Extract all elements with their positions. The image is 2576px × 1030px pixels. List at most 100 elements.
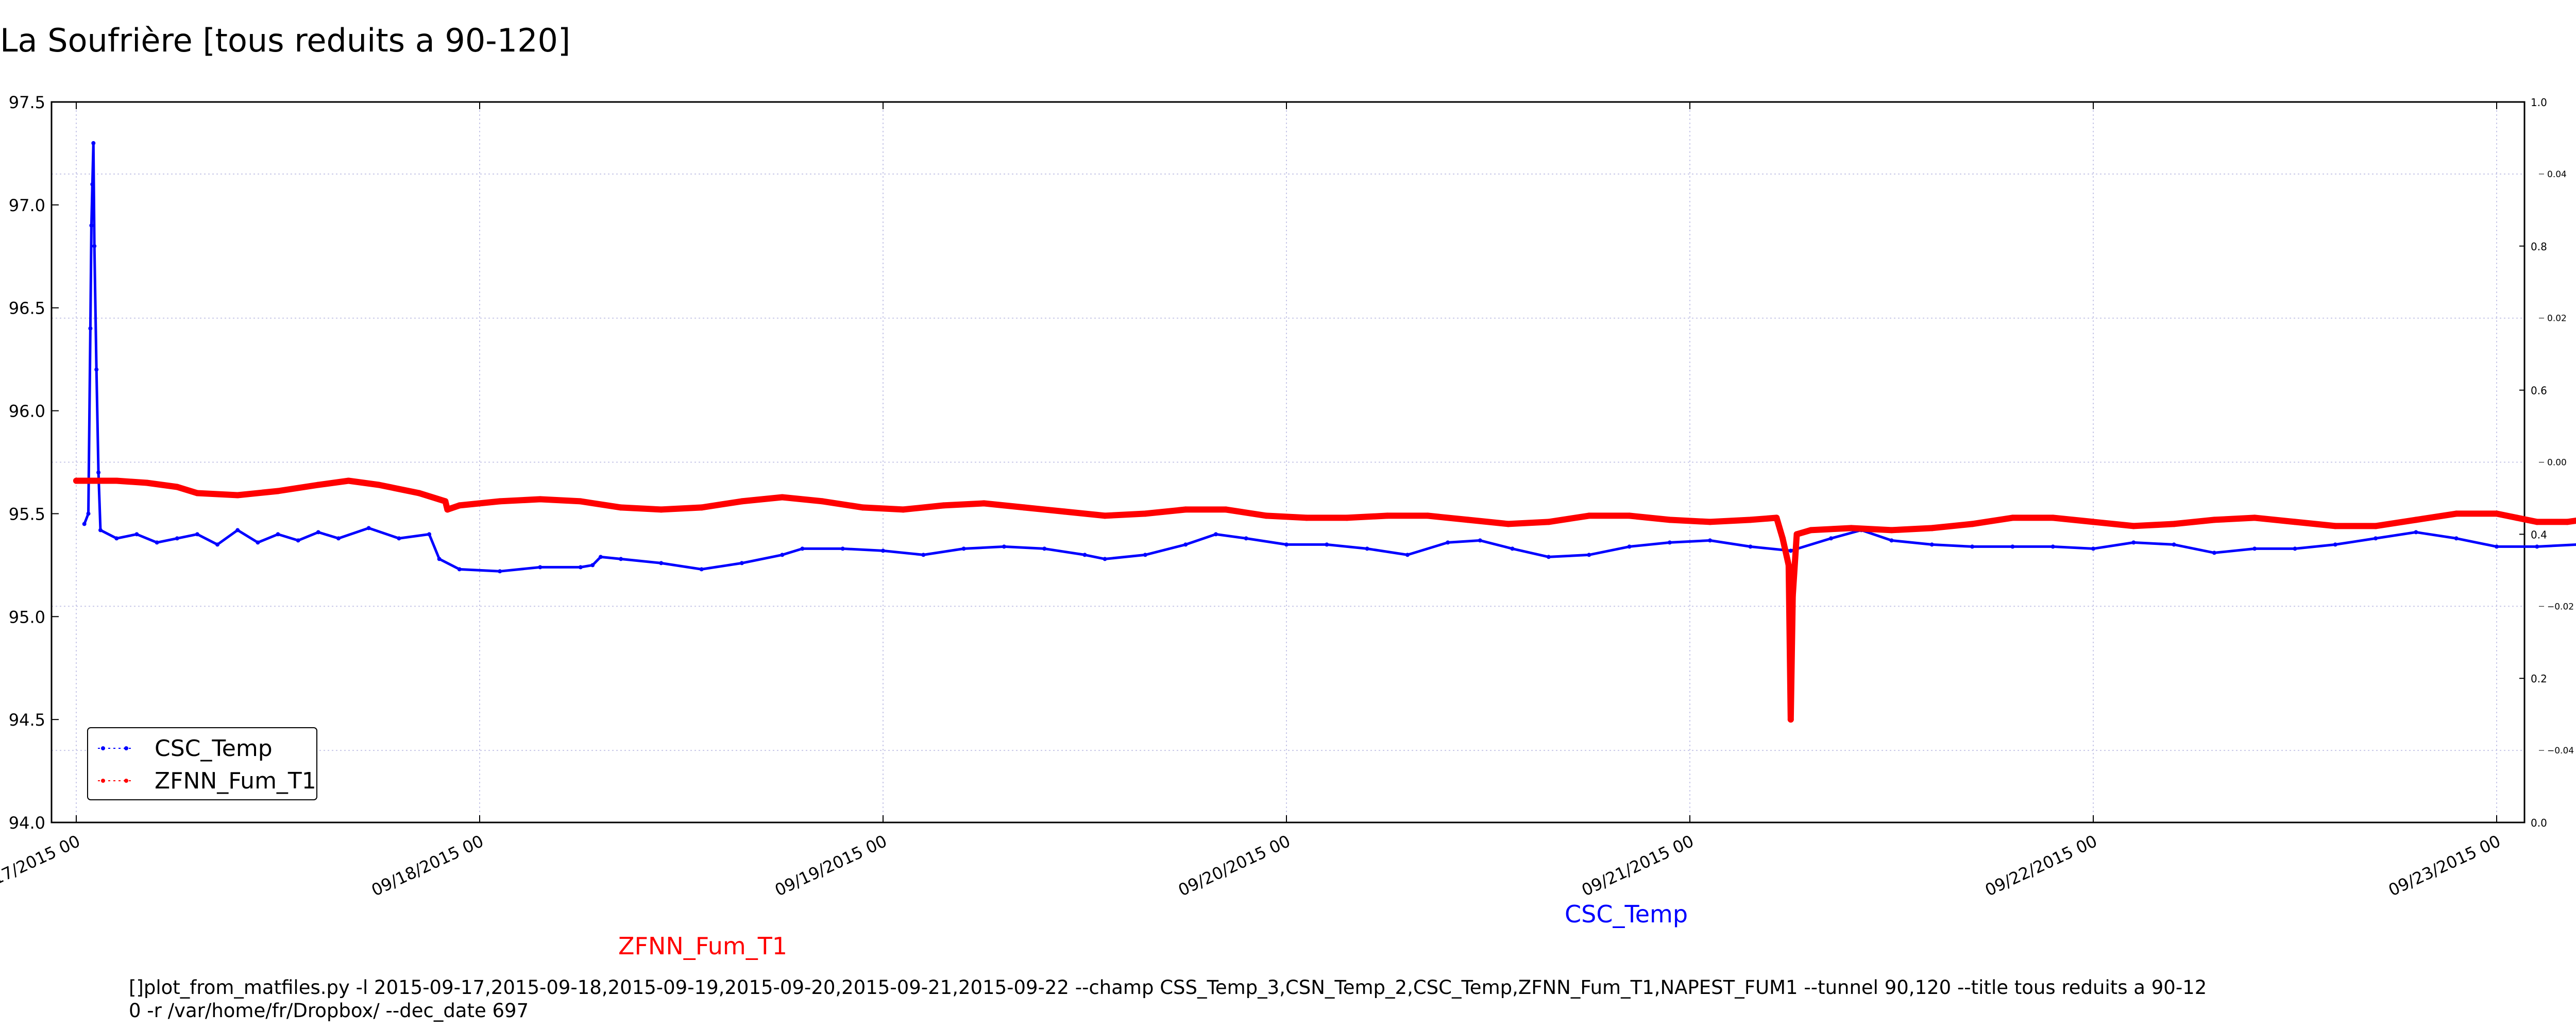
x-tick-label: 09/18/2015 00	[368, 831, 486, 900]
data-point	[1325, 542, 1329, 547]
data-point	[1748, 544, 1753, 549]
data-point	[1773, 514, 1780, 521]
data-point	[961, 546, 966, 551]
x-tick-label: 09/17/2015 00	[0, 831, 83, 900]
data-point	[900, 506, 907, 513]
data-point	[1284, 542, 1289, 547]
data-point	[1183, 542, 1188, 547]
data-point	[1042, 546, 1047, 551]
data-point	[2414, 530, 2418, 535]
data-point	[1546, 555, 1551, 559]
data-point	[881, 548, 885, 553]
data-point	[497, 498, 503, 505]
data-point	[2534, 519, 2540, 525]
data-point	[1793, 531, 1800, 538]
data-point	[444, 506, 451, 513]
data-point	[840, 546, 845, 551]
data-point	[577, 498, 584, 505]
y-tick-label: −0.04	[2547, 746, 2574, 756]
data-point	[98, 528, 103, 533]
data-point	[1586, 512, 1592, 519]
data-point	[578, 565, 583, 570]
data-point	[1425, 512, 1431, 519]
legend-marker	[124, 779, 128, 783]
data-point	[144, 479, 150, 486]
y-axis-left: 94.0 94.5 95.0 95.5 96.0 96.5 97.0 97.5	[9, 93, 59, 833]
data-point	[859, 504, 866, 511]
data-point	[416, 490, 422, 496]
data-point	[590, 563, 595, 568]
data-point	[1223, 506, 1229, 513]
data-point	[134, 532, 139, 537]
data-point	[2131, 540, 2136, 545]
data-point	[90, 182, 95, 186]
legend-label: ZFNN_Fum_T1	[155, 768, 316, 794]
series-zfnn-fum-t1	[73, 477, 2576, 723]
data-point	[92, 244, 97, 248]
data-point	[1263, 512, 1269, 519]
data-point	[1103, 557, 1107, 561]
data-point	[2050, 544, 2055, 549]
data-point	[2413, 517, 2419, 523]
data-point	[1829, 536, 1833, 541]
chart-title: La Soufrière [tous reduits a 90-120]	[0, 22, 571, 59]
y-tick-label: 0.00	[2547, 458, 2567, 468]
data-point	[89, 223, 94, 228]
y-tick-label: 0.8	[2531, 241, 2547, 253]
x-tick-label: 09/22/2015 00	[1982, 831, 2100, 900]
data-point	[1970, 544, 1975, 549]
y-tick-label: 0.4	[2531, 528, 2547, 541]
data-point	[659, 561, 664, 565]
data-point	[2252, 546, 2257, 551]
data-point	[2090, 519, 2096, 525]
data-point	[195, 532, 199, 537]
data-point	[1785, 562, 1792, 569]
data-point	[2009, 514, 2016, 521]
data-point	[980, 500, 987, 507]
legend-marker	[101, 746, 105, 750]
data-point	[114, 536, 119, 541]
data-point	[1787, 716, 1794, 723]
data-point	[2211, 517, 2217, 523]
x-tick-label: 09/23/2015 00	[2385, 831, 2503, 900]
plot-frame	[50, 101, 2526, 823]
data-point	[1021, 504, 1028, 511]
data-point	[1061, 508, 1068, 515]
data-point	[1446, 540, 1450, 545]
data-point	[1888, 527, 1895, 534]
y-tick-label: 0.0	[2531, 817, 2547, 829]
y-tick-label: 0.02	[2547, 314, 2567, 324]
data-point	[276, 532, 280, 537]
legend-label: CSC_Temp	[155, 735, 273, 762]
data-point	[1666, 517, 1673, 523]
data-point	[1807, 527, 1814, 534]
y-axis-right-1: 0.0 0.2 0.4 0.6 0.8 1.0	[2519, 96, 2547, 829]
data-point	[2332, 523, 2338, 529]
x-tick-label: 09/20/2015 00	[1175, 831, 1293, 900]
data-point	[1002, 544, 1006, 549]
data-point	[296, 538, 300, 543]
data-point	[366, 526, 371, 530]
data-point	[1505, 521, 1512, 527]
y-tick-label: 97.5	[9, 93, 45, 112]
data-point	[437, 557, 442, 561]
data-point	[698, 504, 705, 511]
data-point	[1889, 538, 1894, 543]
data-point	[2372, 523, 2379, 529]
y-tick-label: 0.2	[2531, 673, 2547, 685]
legend-marker	[124, 746, 128, 750]
data-point	[2212, 551, 2216, 555]
data-point	[2091, 546, 2095, 551]
data-point	[234, 492, 241, 499]
data-point	[256, 540, 260, 545]
data-point	[498, 569, 502, 574]
data-point	[800, 546, 805, 551]
data-point	[1747, 517, 1754, 523]
data-point	[1587, 553, 1591, 557]
y-axis-right-2: −0.04 −0.02 0.00 0.02 0.04	[2539, 169, 2574, 756]
data-point	[1788, 548, 1793, 553]
data-point	[86, 511, 91, 516]
data-point	[1082, 553, 1087, 557]
data-point	[1928, 525, 1935, 531]
data-point	[427, 532, 432, 537]
